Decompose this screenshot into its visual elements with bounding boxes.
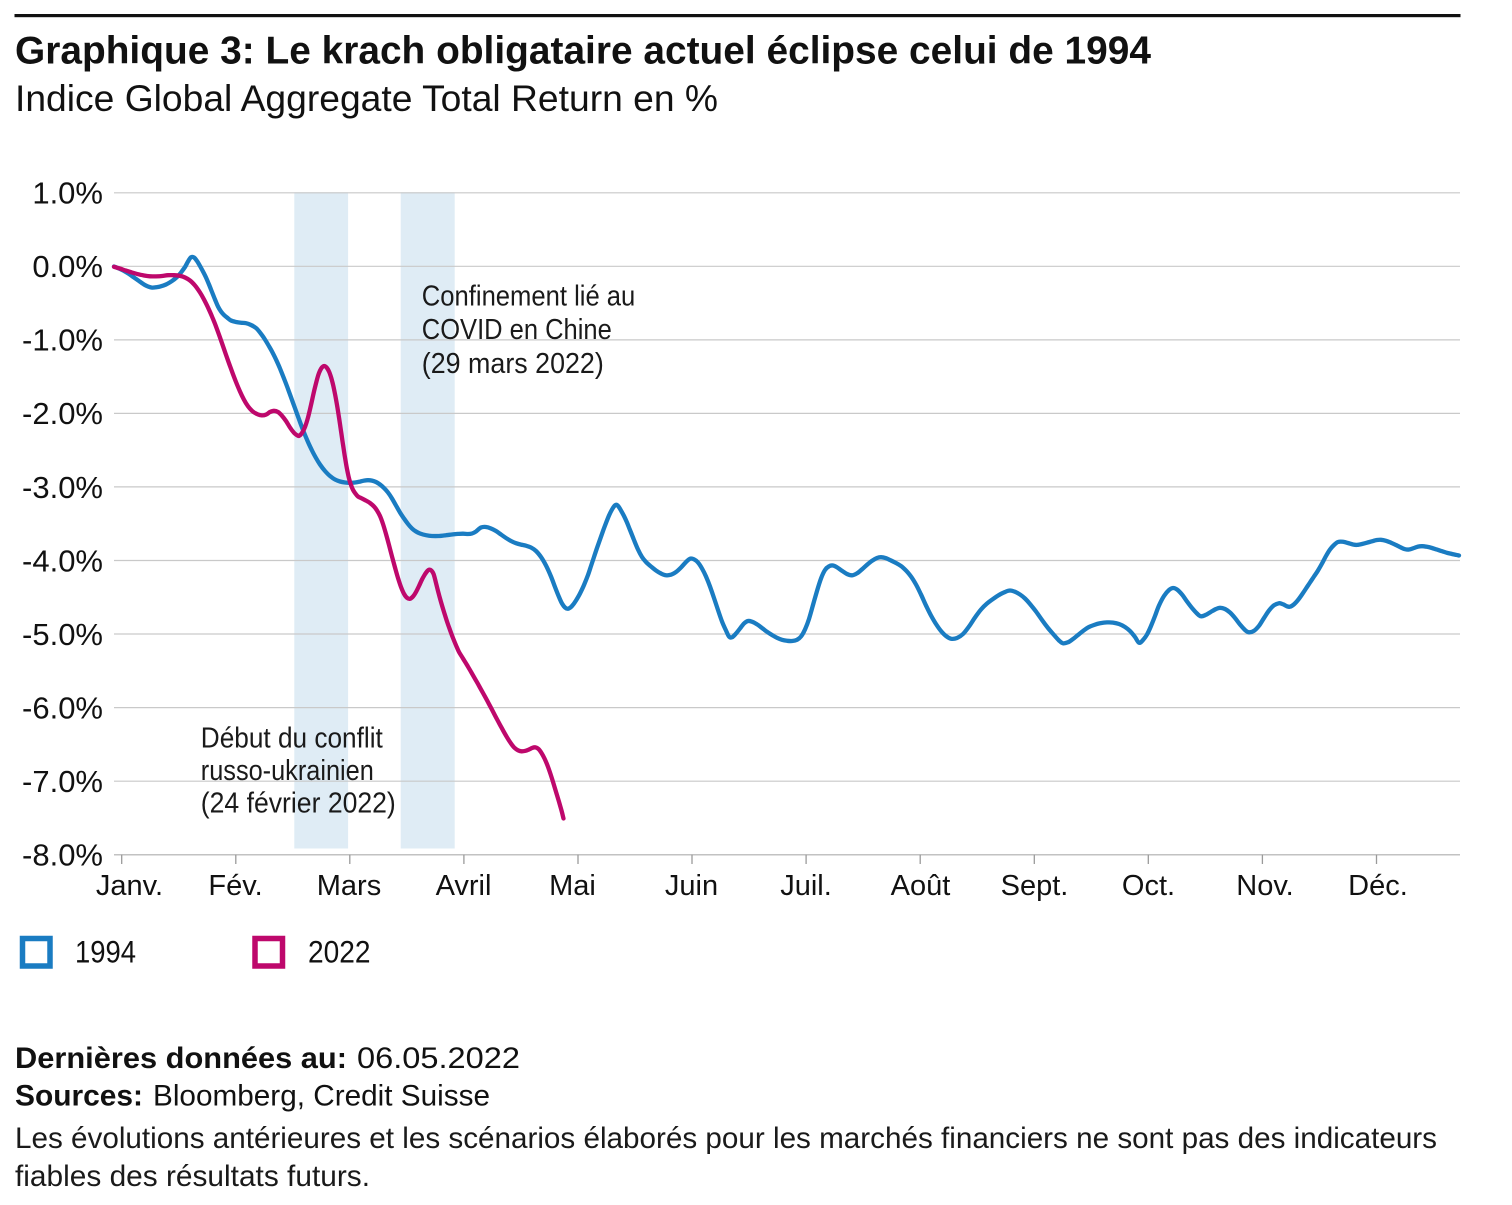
svg-text:(29 mars 2022): (29 mars 2022) — [422, 348, 604, 380]
svg-text:Juil.: Juil. — [780, 870, 832, 902]
svg-text:Mars: Mars — [317, 870, 381, 902]
svg-text:COVID en Chine: COVID en Chine — [422, 314, 612, 346]
svg-text:Indice Global Aggregate Total: Indice Global Aggregate Total Return en … — [15, 78, 718, 119]
svg-text:-1.0%: -1.0% — [22, 323, 103, 358]
svg-text:Avril: Avril — [436, 870, 492, 902]
svg-text:Les évolutions antérieures et: Les évolutions antérieures et les scénar… — [15, 1122, 1437, 1155]
svg-text:russo-ukrainien: russo-ukrainien — [201, 755, 374, 787]
svg-text:-8.0%: -8.0% — [22, 838, 103, 873]
svg-text:Début du conflit: Début du conflit — [201, 723, 383, 755]
svg-text:Sept.: Sept. — [1001, 870, 1069, 902]
svg-text:-7.0%: -7.0% — [22, 764, 103, 799]
svg-text:-4.0%: -4.0% — [22, 543, 103, 578]
svg-text:-6.0%: -6.0% — [22, 690, 103, 725]
svg-text:Mai: Mai — [549, 870, 596, 902]
svg-text:06.05.2022: 06.05.2022 — [357, 1042, 520, 1075]
svg-text:Confinement lié au: Confinement lié au — [422, 281, 636, 313]
svg-text:Janv.: Janv. — [96, 870, 163, 902]
svg-text:-3.0%: -3.0% — [22, 470, 103, 505]
svg-text:1994: 1994 — [75, 934, 136, 970]
svg-text:Graphique 3: Le krach obligata: Graphique 3: Le krach obligataire actuel… — [15, 30, 1152, 73]
svg-text:(24 février 2022): (24 février 2022) — [201, 788, 396, 820]
svg-text:Dernières données au:: Dernières données au: — [15, 1042, 347, 1075]
svg-text:Fév.: Fév. — [208, 870, 262, 902]
svg-text:2022: 2022 — [308, 934, 371, 970]
svg-text:1.0%: 1.0% — [32, 176, 103, 211]
svg-text:fiables des résultats futurs.: fiables des résultats futurs. — [15, 1160, 370, 1193]
svg-text:Août: Août — [891, 870, 951, 902]
svg-text:Bloomberg, Credit Suisse: Bloomberg, Credit Suisse — [153, 1080, 490, 1113]
svg-text:Juin: Juin — [665, 870, 718, 902]
svg-text:Oct.: Oct. — [1122, 870, 1175, 902]
svg-text:-5.0%: -5.0% — [22, 617, 103, 652]
svg-text:0.0%: 0.0% — [32, 249, 103, 284]
svg-text:Déc.: Déc. — [1348, 870, 1408, 902]
svg-text:Sources:: Sources: — [15, 1080, 143, 1113]
svg-text:Nov.: Nov. — [1236, 870, 1293, 902]
svg-text:-2.0%: -2.0% — [22, 396, 103, 431]
